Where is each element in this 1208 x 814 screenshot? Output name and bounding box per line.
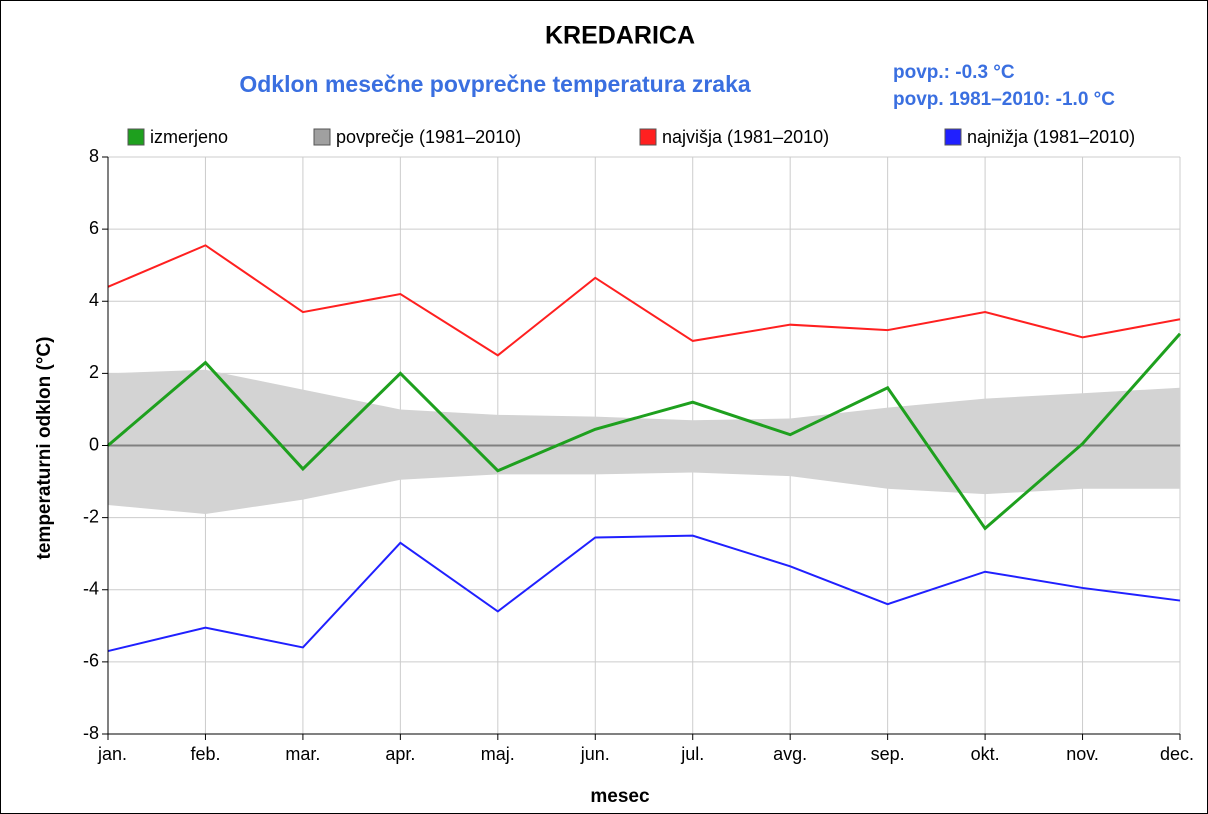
- x-tick-label: feb.: [190, 744, 220, 764]
- y-tick-label: 4: [89, 290, 99, 310]
- annotation: povp.: -0.3 °C: [893, 62, 1015, 83]
- y-tick-label: 6: [89, 218, 99, 238]
- legend-label: najvišja (1981–2010): [662, 127, 829, 147]
- y-tick-label: -2: [83, 506, 99, 526]
- legend-label: najnižja (1981–2010): [967, 127, 1135, 147]
- y-tick-label: 0: [89, 434, 99, 454]
- y-tick-label: -6: [83, 651, 99, 671]
- x-tick-label: okt.: [971, 744, 1000, 764]
- x-tick-label: avg.: [773, 744, 807, 764]
- y-tick-label: 2: [89, 362, 99, 382]
- series-line: [107, 332, 1182, 531]
- chart-title: KREDARICA: [545, 22, 695, 50]
- x-tick-label: jan.: [97, 744, 127, 764]
- series-line: [107, 244, 1181, 357]
- x-tick-label: jul.: [680, 744, 704, 764]
- legend-label: povprečje (1981–2010): [336, 127, 521, 147]
- legend-swatch: [944, 128, 962, 146]
- x-tick-label: apr.: [385, 744, 415, 764]
- range-area: [108, 369, 1180, 515]
- x-tick-label: mar.: [285, 744, 320, 764]
- annotation: povp. 1981–2010: -1.0 °C: [893, 89, 1115, 110]
- x-tick-label: maj.: [481, 744, 515, 764]
- legend-label: izmerjeno: [150, 127, 228, 147]
- legend-swatch: [313, 128, 331, 146]
- x-tick-label: sep.: [871, 744, 905, 764]
- series-line: [107, 534, 1181, 653]
- y-tick-label: 8: [89, 146, 99, 166]
- y-axis-label: temperaturni odklon (°C): [34, 337, 55, 560]
- chart-subtitle: Odklon mesečne povprečne temperatura zra…: [239, 71, 751, 97]
- y-tick-label: -8: [83, 723, 99, 743]
- x-tick-label: dec.: [1160, 744, 1194, 764]
- x-tick-label: jun.: [580, 744, 610, 764]
- legend-swatch: [127, 128, 145, 146]
- x-axis-label: mesec: [590, 786, 650, 807]
- y-tick-label: -4: [83, 579, 99, 599]
- legend-swatch: [639, 128, 657, 146]
- x-tick-label: nov.: [1066, 744, 1099, 764]
